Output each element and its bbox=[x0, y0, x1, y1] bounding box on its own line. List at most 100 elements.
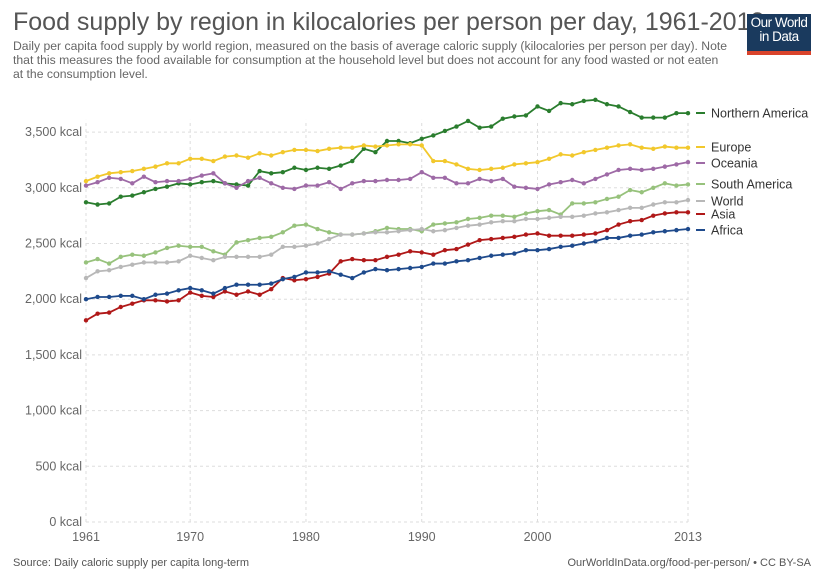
data-point-northern-america bbox=[106, 201, 112, 206]
series-line-world bbox=[85, 199, 689, 279]
data-point-world bbox=[616, 207, 621, 213]
data-point-europe bbox=[523, 161, 529, 166]
y-tick-label: 1,500 kcal bbox=[25, 348, 82, 362]
data-point-europe bbox=[118, 170, 123, 175]
data-point-africa bbox=[581, 241, 587, 246]
data-point-northern-america bbox=[627, 109, 633, 115]
data-point-south-america bbox=[593, 200, 598, 205]
data-point-asia bbox=[535, 231, 540, 236]
legend-label-africa: Africa bbox=[711, 224, 743, 238]
data-point-northern-america bbox=[500, 116, 505, 121]
series-line-northern-america bbox=[85, 98, 688, 206]
data-point-northern-america bbox=[535, 104, 540, 109]
data-point-africa bbox=[222, 285, 228, 291]
data-point-europe bbox=[373, 144, 378, 149]
data-point-africa bbox=[407, 265, 413, 271]
data-point-world bbox=[257, 254, 262, 260]
data-point-south-america bbox=[616, 194, 621, 199]
data-point-asia bbox=[581, 232, 587, 237]
data-point-northern-america bbox=[83, 200, 89, 205]
data-point-asia bbox=[222, 289, 228, 294]
data-point-europe bbox=[326, 146, 332, 152]
series-line-africa bbox=[85, 228, 689, 301]
data-point-world bbox=[651, 202, 656, 207]
x-tick-label: 2013 bbox=[674, 530, 702, 544]
data-point-world bbox=[245, 254, 251, 260]
data-point-asia bbox=[570, 233, 575, 238]
data-point-northern-america bbox=[593, 97, 598, 102]
data-point-northern-america bbox=[384, 138, 390, 144]
data-point-south-america bbox=[535, 208, 540, 214]
data-point-oceania bbox=[431, 175, 436, 180]
data-point-world bbox=[130, 262, 135, 267]
data-point-northern-america bbox=[361, 146, 367, 152]
x-tick-label: 1990 bbox=[408, 530, 436, 544]
data-point-europe bbox=[477, 167, 482, 173]
data-point-oceania bbox=[315, 183, 320, 188]
data-point-europe bbox=[454, 162, 459, 167]
data-point-africa bbox=[558, 244, 563, 250]
data-point-south-america bbox=[651, 185, 656, 190]
data-point-south-america bbox=[303, 222, 309, 227]
data-point-world bbox=[106, 268, 112, 273]
data-point-south-america bbox=[488, 213, 494, 218]
data-point-oceania bbox=[373, 178, 378, 184]
data-point-oceania bbox=[83, 183, 89, 188]
data-point-asia bbox=[477, 237, 482, 243]
data-point-asia bbox=[442, 247, 448, 253]
data-point-northern-america bbox=[187, 182, 193, 187]
data-point-europe bbox=[674, 145, 679, 150]
data-point-europe bbox=[211, 158, 216, 164]
data-point-africa bbox=[83, 297, 89, 302]
data-point-europe bbox=[581, 149, 587, 155]
owid-logo[interactable]: Our World in Data bbox=[747, 14, 811, 53]
data-point-world bbox=[384, 230, 390, 235]
data-point-northern-america bbox=[639, 115, 644, 120]
data-point-europe bbox=[488, 166, 494, 172]
data-point-world bbox=[546, 215, 552, 221]
data-point-south-america bbox=[176, 243, 181, 248]
data-point-europe bbox=[570, 153, 575, 158]
data-point-asia bbox=[176, 298, 181, 303]
data-point-asia bbox=[500, 235, 505, 241]
data-point-world bbox=[234, 254, 239, 260]
data-point-europe bbox=[593, 147, 598, 153]
data-point-asia bbox=[384, 254, 390, 260]
data-point-africa bbox=[546, 246, 552, 252]
data-point-africa bbox=[234, 282, 239, 287]
data-point-world bbox=[662, 200, 668, 205]
data-point-oceania bbox=[488, 178, 494, 184]
data-point-europe bbox=[662, 144, 668, 149]
data-point-africa bbox=[465, 258, 471, 263]
data-point-world bbox=[95, 269, 100, 274]
source-url[interactable]: OurWorldInData.org/food-per-person/ • CC… bbox=[567, 557, 811, 569]
data-point-europe bbox=[153, 164, 158, 169]
data-point-south-america bbox=[674, 183, 679, 188]
data-point-africa bbox=[616, 235, 621, 241]
data-point-asia bbox=[419, 250, 424, 255]
data-point-northern-america bbox=[558, 100, 563, 106]
data-point-asia bbox=[303, 276, 309, 282]
data-point-oceania bbox=[361, 178, 367, 184]
data-point-europe bbox=[558, 152, 563, 157]
data-point-world bbox=[338, 232, 343, 237]
data-point-world bbox=[685, 197, 691, 203]
source-note[interactable]: Source: Daily caloric supply per capita … bbox=[13, 557, 249, 569]
data-point-oceania bbox=[523, 185, 529, 190]
data-point-south-america bbox=[662, 181, 668, 186]
legend-label-world: World bbox=[711, 195, 743, 209]
data-point-south-america bbox=[164, 245, 170, 251]
data-point-africa bbox=[187, 285, 193, 291]
data-point-africa bbox=[257, 282, 262, 287]
data-point-oceania bbox=[187, 176, 193, 182]
data-point-south-america bbox=[83, 260, 89, 265]
data-point-world bbox=[558, 214, 563, 219]
data-point-northern-america bbox=[153, 186, 158, 192]
data-point-south-america bbox=[546, 207, 552, 213]
data-point-asia bbox=[674, 210, 679, 215]
y-tick-label: 500 kcal bbox=[35, 459, 82, 473]
x-tick-label: 1970 bbox=[176, 530, 204, 544]
data-point-world bbox=[187, 253, 193, 258]
data-point-south-america bbox=[269, 234, 274, 240]
data-point-south-america bbox=[500, 213, 505, 218]
